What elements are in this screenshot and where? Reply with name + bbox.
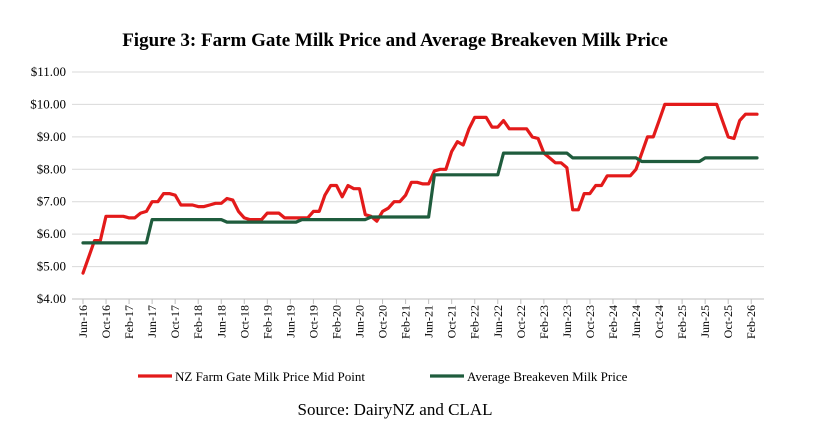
y-tick-label: $10.00 [30, 96, 66, 111]
y-tick-label: $6.00 [37, 226, 66, 241]
series-line-breakeven-price [81, 151, 759, 245]
chart-title: Figure 3: Farm Gate Milk Price and Avera… [122, 30, 668, 51]
x-tick-label: Jun-24 [629, 305, 643, 338]
x-tick-label: Oct-21 [445, 305, 459, 338]
x-tick-label: Feb-20 [329, 305, 343, 339]
y-tick-label: $5.00 [37, 259, 66, 274]
x-tick-label: Jun-23 [560, 305, 574, 338]
x-tick-label: Oct-23 [583, 305, 597, 338]
x-tick-label: Feb-19 [260, 305, 274, 339]
y-tick-label: $11.00 [31, 64, 66, 79]
chart-source: Source: DairyNZ and CLAL [297, 400, 493, 419]
legend-label-breakeven-price: Average Breakeven Milk Price [467, 369, 628, 384]
x-tick-label: Oct-22 [514, 305, 528, 338]
x-tick-label: Jun-18 [214, 305, 228, 338]
x-tick-label: Jun-16 [76, 305, 90, 338]
x-tick-label: Jun-17 [145, 305, 159, 338]
x-tick-label: Oct-25 [721, 305, 735, 338]
x-tick-label: Oct-20 [376, 305, 390, 338]
series-line-farm-gate-price [81, 102, 759, 275]
axes: $4.00 $5.00 $6.00 $7.00 $8.00 $9.00 $10.00 $11.… [30, 64, 764, 339]
x-tick-label: Feb-26 [744, 305, 758, 339]
series-lines [81, 102, 759, 275]
x-tick-label: Jun-21 [422, 305, 436, 338]
x-tick-label: Jun-22 [491, 305, 505, 338]
x-tick-label: Oct-19 [306, 305, 320, 338]
y-tick-label: $8.00 [37, 161, 66, 176]
x-tick-label: Oct-18 [237, 305, 251, 338]
y-tick-label: $4.00 [37, 291, 66, 306]
x-tick-label: Oct-24 [652, 305, 666, 338]
x-tick-label: Oct-16 [99, 305, 113, 338]
x-tick-label: Feb-18 [191, 305, 205, 339]
legend: NZ Farm Gate Milk Price Mid Point Average… [138, 369, 628, 384]
gridlines [72, 71, 764, 300]
x-tick-label: Jun-20 [353, 305, 367, 338]
legend-label-farm-gate-price: NZ Farm Gate Milk Price Mid Point [175, 369, 365, 384]
x-tick-label: Feb-17 [122, 305, 136, 339]
y-tick-label: $7.00 [37, 194, 66, 209]
x-tick-label: Feb-21 [399, 305, 413, 339]
x-tick-label: Feb-22 [468, 305, 482, 339]
x-tick-label: Jun-25 [698, 305, 712, 338]
x-tick-label: Jun-19 [283, 305, 297, 338]
x-tick-label: Feb-24 [606, 305, 620, 339]
x-tick-label: Feb-25 [675, 305, 689, 339]
y-tick-label: $9.00 [37, 129, 66, 144]
x-tick-label: Oct-17 [168, 305, 182, 338]
x-tick-label: Feb-23 [537, 305, 551, 339]
